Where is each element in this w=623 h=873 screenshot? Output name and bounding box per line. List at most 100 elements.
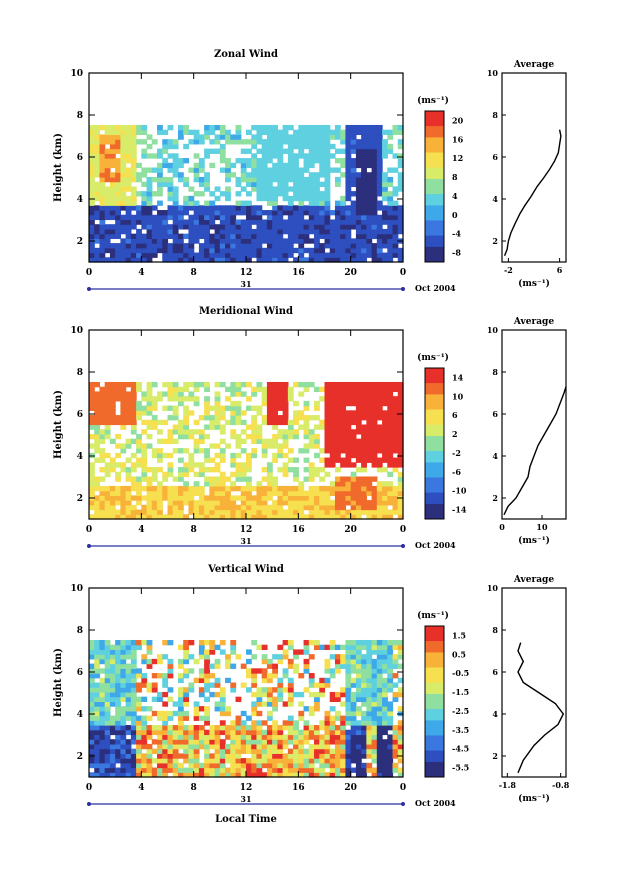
- y-tick-label: 4: [77, 452, 83, 462]
- heatmap-cell: [109, 687, 116, 693]
- heatmap-cell: [120, 734, 127, 740]
- heatmap-cell: [334, 644, 341, 651]
- heatmap-cell: [382, 762, 388, 769]
- heatmap-cell: [287, 758, 294, 764]
- heatmap-cell: [240, 471, 247, 478]
- heatmap-cell: [272, 481, 278, 487]
- heatmap-cell: [277, 153, 284, 159]
- heatmap-cell: [287, 228, 294, 235]
- profile-x-tick-label: 6: [557, 265, 563, 275]
- colorbar-swatch: [425, 246, 444, 252]
- heatmap-cell: [219, 134, 226, 140]
- heatmap-cell: [282, 210, 289, 216]
- heatmap-cell: [214, 257, 221, 263]
- heatmap-cell: [256, 490, 263, 496]
- heatmap-cell: [361, 429, 367, 435]
- heatmap-cell: [345, 252, 352, 258]
- heatmap-cell: [319, 205, 326, 211]
- heatmap-cell: [340, 462, 347, 468]
- heatmap-cell: [94, 485, 101, 492]
- heatmap-cell: [355, 410, 362, 416]
- heatmap-cell: [261, 762, 268, 769]
- heatmap-cell: [251, 415, 258, 421]
- heatmap-cell: [293, 476, 299, 482]
- heatmap-cell: [355, 381, 362, 388]
- heatmap-cell: [256, 205, 263, 211]
- heatmap-cell: [120, 753, 127, 759]
- heatmap-cell: [214, 767, 221, 773]
- heatmap-cell: [204, 687, 210, 693]
- heatmap-cell: [366, 200, 373, 206]
- heatmap-cell: [355, 696, 362, 702]
- heatmap-cell: [219, 438, 226, 444]
- heatmap-cell: [146, 687, 153, 693]
- heatmap-cell: [188, 391, 195, 397]
- heatmap-cell: [146, 658, 153, 665]
- heatmap-cell: [146, 743, 153, 750]
- heatmap-cell: [151, 396, 158, 402]
- heatmap-cell: [151, 228, 158, 235]
- heatmap-cell: [193, 396, 200, 402]
- heatmap-cell: [204, 682, 210, 688]
- heatmap-cell: [151, 471, 158, 478]
- heatmap-cell: [141, 696, 148, 702]
- heatmap-cell: [319, 396, 326, 402]
- heatmap-cell: [397, 181, 404, 187]
- x-tick-label: 8: [191, 268, 197, 278]
- heatmap-cell: [334, 753, 341, 759]
- heatmap-cell: [329, 238, 336, 244]
- heatmap-cell: [266, 476, 273, 482]
- heatmap-cell: [157, 762, 163, 769]
- heatmap-cell: [151, 153, 158, 159]
- heatmap-cell: [293, 257, 299, 263]
- heatmap-cell: [272, 673, 278, 679]
- heatmap-cell: [177, 509, 184, 515]
- heatmap-cell: [340, 495, 347, 501]
- heatmap-cell: [308, 139, 315, 145]
- heatmap-cell: [308, 438, 315, 444]
- colorbar-swatch: [425, 239, 444, 244]
- heatmap-cell: [298, 481, 305, 487]
- heatmap-cell: [198, 514, 205, 520]
- heatmap-cell: [319, 644, 326, 651]
- heatmap-cell: [261, 195, 268, 202]
- heatmap-cell: [136, 238, 142, 244]
- heatmap-cell: [120, 219, 127, 225]
- heatmap-cell: [345, 391, 352, 397]
- heatmap-cell: [256, 243, 263, 249]
- heatmap-cell: [293, 205, 299, 211]
- heatmap-cell: [162, 158, 169, 164]
- heatmap-cell: [382, 696, 388, 702]
- heatmap-cell: [89, 129, 95, 136]
- heatmap-cell: [246, 214, 252, 221]
- heatmap-cell: [287, 247, 294, 254]
- heatmap-cell: [136, 687, 142, 693]
- heatmap-cell: [324, 167, 331, 173]
- heatmap-cell: [130, 696, 137, 702]
- heatmap-cell: [130, 462, 137, 468]
- heatmap-cell: [298, 710, 305, 717]
- heatmap-cell: [230, 405, 237, 411]
- heatmap-cell: [340, 210, 347, 216]
- heatmap-cell: [371, 148, 378, 154]
- heatmap-cell: [89, 148, 95, 154]
- colorbar-swatch: [425, 144, 444, 150]
- heatmap-cell: [266, 762, 273, 769]
- heatmap-cell: [376, 639, 383, 646]
- heatmap-cell: [125, 438, 132, 444]
- heatmap-cell: [198, 673, 205, 679]
- heatmap-cell: [324, 471, 331, 478]
- heatmap-cell: [272, 424, 278, 430]
- heatmap-cell: [282, 129, 289, 136]
- heatmap-cell: [266, 172, 273, 178]
- colorbar-swatch: [425, 693, 444, 699]
- heatmap-cell: [324, 210, 331, 216]
- heatmap-cell: [324, 257, 331, 263]
- heatmap-cell: [261, 748, 268, 754]
- heatmap-cell: [172, 701, 179, 707]
- heatmap-cell: [361, 243, 367, 249]
- heatmap-cell: [198, 429, 205, 435]
- heatmap-cell: [209, 419, 216, 426]
- date-line-end: [401, 544, 405, 548]
- heatmap-cell: [183, 471, 190, 478]
